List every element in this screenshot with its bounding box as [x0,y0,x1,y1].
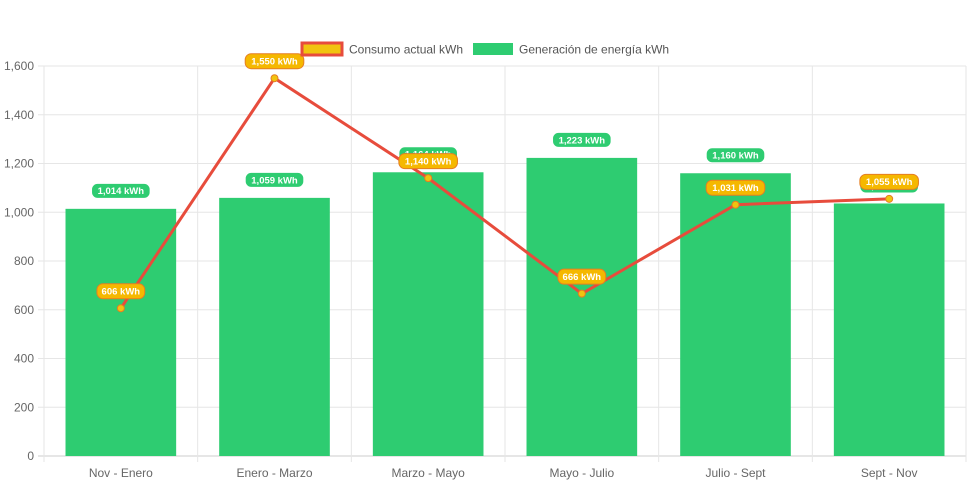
consumption-label-badge [557,268,607,285]
consumption-label-badge [859,173,919,190]
x-tick-label: Nov - Enero [89,466,153,480]
y-tick-label: 600 [14,303,34,317]
generation-label-badge [705,147,766,164]
consumption-label-badge [705,179,766,196]
generation-label-badge [244,171,305,188]
consumption-point [577,289,586,298]
y-tick-label: 400 [14,352,34,366]
consumption-data-label: 1,031 kWh [712,183,759,194]
generation-bar [680,173,791,456]
consumption-point [731,200,740,209]
generation-data-label: 1,223 kWh [559,135,606,146]
consumption-data-label: 1,140 kWh [405,157,452,168]
generation-bar [65,208,177,456]
consumption-point [885,194,894,203]
generation-label-badge [552,131,612,148]
generation-bar [833,203,945,456]
y-tick-label: 1,400 [4,108,34,122]
consumption-label-badge [244,53,305,70]
consumption-label-badge [96,283,146,300]
grid-lines [38,65,967,462]
consumption-data-label: 1,055 kWh [866,177,913,188]
generation-bars [65,157,945,457]
consumption-data-label: 606 kWh [102,287,141,298]
consumption-label-badge [398,153,458,170]
legend-swatch-generation[interactable] [473,43,513,55]
x-tick-label: Mayo - Julio [549,466,614,480]
consumption-line-series [116,74,894,313]
y-tick-label: 800 [14,254,34,268]
x-tick-label: Marzo - Mayo [391,466,465,480]
generation-data-label: 1,014 kWh [98,186,145,197]
y-tick-label: 1,200 [4,157,34,171]
legend-swatch-consumption[interactable] [300,41,344,57]
consumption-point [270,74,279,83]
consumption-data-label: 666 kWh [563,272,602,283]
legend-label-consumption[interactable]: Consumo actual kWh [349,43,463,57]
generation-data-label: 1,059 kWh [251,175,298,186]
axes: 0 200 400 600 800 1,000 1,200 1,400 1,600 Nov - E… [4,59,918,480]
y-tick-label: 1,000 [4,205,34,219]
y-tick-label: 1,600 [4,59,34,73]
legend: Consumo actual kWh Generación de energía… [300,41,669,57]
x-tick-label: Enero - Marzo [236,466,312,480]
y-tick-label: 0 [27,449,34,463]
generation-bar [372,172,484,456]
generation-label-badge [91,182,151,199]
consumption-data-label: 1,550 kWh [251,57,298,68]
generation-data-label: 1,160 kWh [712,151,759,162]
x-tick-label: Sept - Nov [861,466,918,480]
generation-bar [219,197,330,456]
consumption-point [424,174,433,183]
consumption-point [116,304,125,313]
legend-label-generation[interactable]: Generación de energía kWh [519,43,669,57]
x-tick-label: Julio - Sept [705,466,766,480]
consumption-data-labels: 606 kWh 1,550 kWh 1,140 kWh 666 kWh 1,031 kW… [96,53,919,300]
consumption-line [119,76,890,310]
y-tick-label: 200 [14,400,34,414]
generation-bar [526,157,638,457]
